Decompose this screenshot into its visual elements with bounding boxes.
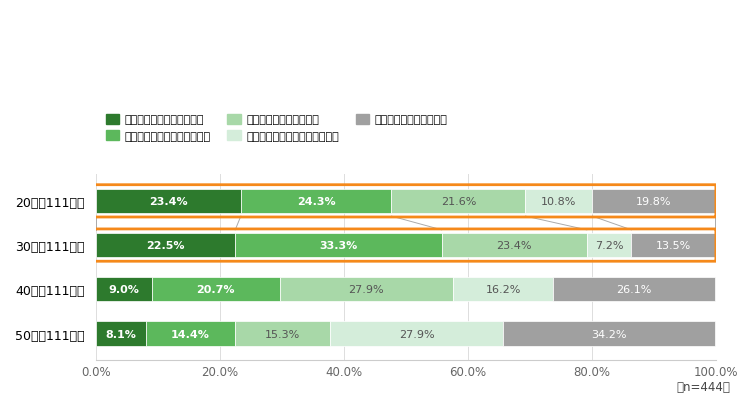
Text: 15.3%: 15.3% xyxy=(265,329,300,339)
Bar xyxy=(587,233,632,257)
Text: 27.9%: 27.9% xyxy=(399,329,434,339)
Bar xyxy=(632,233,715,257)
Text: 23.4%: 23.4% xyxy=(496,241,532,251)
Bar xyxy=(146,322,235,346)
Text: 8.1%: 8.1% xyxy=(105,329,136,339)
Bar xyxy=(392,189,526,213)
Bar xyxy=(593,189,715,213)
Bar xyxy=(453,277,553,302)
Bar xyxy=(503,322,715,346)
Text: 26.1%: 26.1% xyxy=(617,285,652,295)
Text: 33.3%: 33.3% xyxy=(319,241,358,251)
Text: （n=444）: （n=444） xyxy=(676,380,730,393)
Bar xyxy=(442,233,587,257)
Text: 34.2%: 34.2% xyxy=(591,329,626,339)
Text: 21.6%: 21.6% xyxy=(441,196,476,207)
Text: 10.8%: 10.8% xyxy=(541,196,577,207)
Bar xyxy=(96,233,235,257)
Legend: いつも倍速で視聴している, だいたい倍速で視聴している, 時々倍速で視聴している, ごくまれに倍速で視聴している, まったく使用していない: いつも倍速で視聴している, だいたい倍速で視聴している, 時々倍速で視聴している… xyxy=(102,110,452,146)
Bar xyxy=(235,322,330,346)
Bar xyxy=(235,233,442,257)
Bar xyxy=(241,189,392,213)
Bar xyxy=(526,189,593,213)
Text: 14.4%: 14.4% xyxy=(171,329,210,339)
Text: 16.2%: 16.2% xyxy=(486,285,521,295)
Text: 27.9%: 27.9% xyxy=(349,285,384,295)
Bar xyxy=(96,277,151,302)
Text: 24.3%: 24.3% xyxy=(297,196,336,207)
Bar xyxy=(330,322,503,346)
Text: 22.5%: 22.5% xyxy=(146,241,184,251)
Bar xyxy=(553,277,715,302)
Bar xyxy=(151,277,280,302)
Text: 13.5%: 13.5% xyxy=(656,241,691,251)
Text: 20.7%: 20.7% xyxy=(197,285,235,295)
Text: 9.0%: 9.0% xyxy=(108,285,139,295)
Text: 7.2%: 7.2% xyxy=(595,241,623,251)
Text: 19.8%: 19.8% xyxy=(636,196,672,207)
Text: 23.4%: 23.4% xyxy=(149,196,187,207)
Bar xyxy=(96,322,146,346)
Bar xyxy=(280,277,453,302)
Bar xyxy=(96,189,241,213)
